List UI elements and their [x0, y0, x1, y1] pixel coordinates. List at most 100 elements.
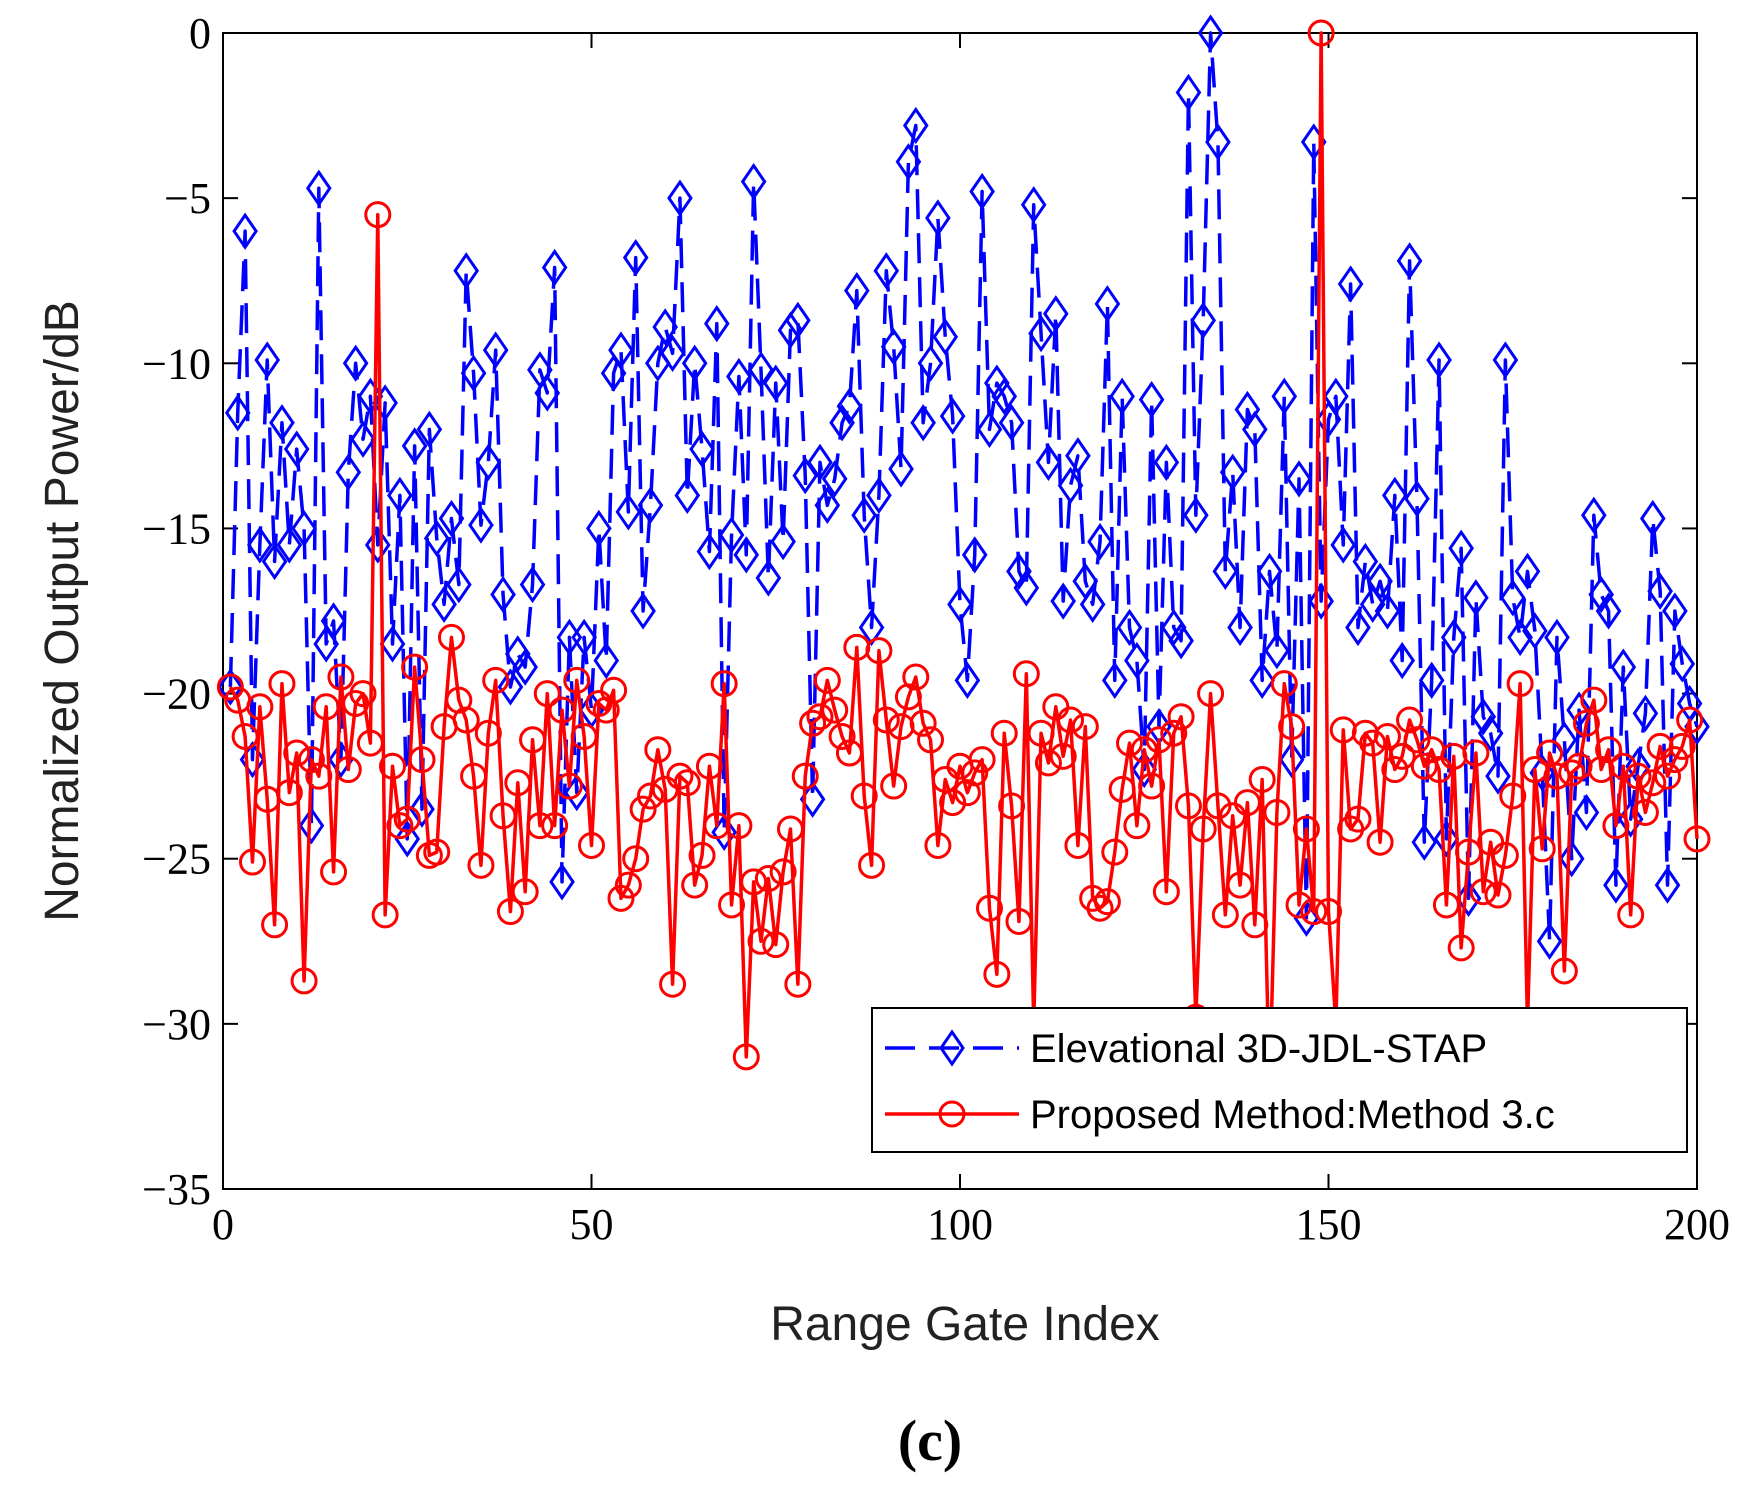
- circle-marker: [622, 845, 650, 873]
- circle-marker: [408, 746, 436, 774]
- diamond-marker: [910, 404, 936, 442]
- circle-marker: [636, 782, 664, 810]
- x-tick-label: 200: [1664, 1200, 1730, 1249]
- diamond-marker: [1138, 380, 1165, 419]
- circle-marker: [673, 769, 701, 797]
- diamond-marker: [387, 476, 413, 515]
- diamond-marker: [807, 443, 833, 482]
- diamond-marker: [689, 430, 715, 468]
- circle-marker: [1027, 719, 1055, 747]
- circle-marker: [1071, 713, 1099, 741]
- circle-marker: [548, 696, 576, 724]
- legend: Elevational 3D-JDL-STAP Proposed Method:M…: [871, 1007, 1688, 1153]
- diamond-marker: [1286, 460, 1312, 498]
- circle-marker: [327, 663, 355, 691]
- diamond-marker: [409, 790, 435, 828]
- circle-marker: [305, 762, 333, 790]
- circle-marker: [1506, 670, 1534, 698]
- diamond-marker: [1662, 592, 1688, 630]
- circle-marker: [1307, 19, 1335, 47]
- diamond-marker: [1050, 582, 1077, 620]
- circle-marker: [379, 752, 407, 780]
- circle-marker: [1211, 901, 1239, 929]
- circle-marker: [961, 759, 989, 787]
- circle-marker: [1595, 736, 1623, 764]
- circle-marker: [983, 960, 1011, 988]
- circle-marker: [732, 1043, 760, 1071]
- diamond-marker: [1654, 866, 1681, 904]
- diamond-marker: [1389, 641, 1416, 680]
- circle-marker: [681, 871, 709, 899]
- y-tick-label: −20: [142, 670, 211, 719]
- diamond-marker: [1249, 661, 1275, 700]
- diamond-marker: [291, 509, 317, 548]
- circle-marker: [1167, 703, 1195, 731]
- circle-marker: [1580, 686, 1608, 714]
- legend-label: Proposed Method:Method 3.c: [1030, 1093, 1555, 1137]
- diamond-marker: [1433, 820, 1460, 858]
- diamond-marker: [1308, 582, 1334, 620]
- circle-marker: [1057, 706, 1085, 734]
- diamond-marker: [785, 301, 811, 339]
- circle-marker: [1624, 762, 1652, 790]
- circle-marker: [1609, 752, 1637, 780]
- legend-box: [871, 1007, 1688, 1153]
- circle-marker: [791, 762, 819, 790]
- circle-marker: [1403, 726, 1431, 754]
- circle-marker: [1145, 726, 1173, 754]
- diamond-marker: [755, 559, 782, 597]
- diamond-marker: [283, 430, 310, 468]
- diamond-marker: [1367, 562, 1393, 600]
- y-tick-label: −10: [142, 339, 211, 388]
- diamond-marker: [902, 106, 929, 145]
- diamond-marker: [1190, 301, 1217, 339]
- circle-marker: [1012, 660, 1040, 688]
- circle-marker: [246, 693, 274, 721]
- diamond-marker: [1028, 314, 1054, 353]
- diamond-marker: [939, 1029, 965, 1067]
- diamond-marker: [652, 308, 679, 346]
- circle-marker: [1174, 792, 1202, 820]
- diamond-marker: [1669, 645, 1696, 683]
- diamond-marker: [866, 476, 892, 515]
- circle-marker: [1285, 891, 1313, 919]
- diamond-marker: [512, 648, 538, 686]
- diamond-marker: [1271, 377, 1298, 415]
- circle-marker: [629, 795, 657, 823]
- diamond-marker: [1595, 592, 1622, 630]
- diamond-marker: [1183, 496, 1209, 534]
- diamond-marker: [1197, 14, 1224, 52]
- circle-marker: [1373, 723, 1401, 751]
- circle-marker: [1160, 719, 1188, 747]
- circle-marker: [939, 789, 967, 817]
- diamond-marker: [254, 341, 281, 379]
- circle-marker: [1278, 713, 1306, 741]
- circle-marker: [1491, 841, 1519, 869]
- diamond-marker: [976, 410, 1003, 448]
- circle-marker: [1388, 742, 1416, 770]
- diamond-marker: [342, 344, 369, 382]
- circle-marker: [659, 970, 687, 998]
- diamond-marker: [895, 143, 922, 181]
- series: [217, 14, 1710, 960]
- circle-marker: [784, 970, 812, 998]
- circle-marker: [231, 723, 259, 751]
- circle-marker: [990, 719, 1018, 747]
- circle-marker: [238, 848, 266, 876]
- diamond-marker: [1426, 341, 1452, 379]
- circle-marker: [1300, 898, 1328, 926]
- diamond-marker: [777, 311, 804, 349]
- diamond-marker: [1632, 694, 1659, 733]
- diamond-marker: [364, 526, 391, 564]
- diamond-marker: [372, 384, 398, 422]
- circle-marker: [504, 769, 532, 797]
- x-tick-label: 0: [212, 1200, 234, 1249]
- series: [216, 19, 1711, 1104]
- diamond-marker: [1065, 437, 1091, 475]
- diamond-marker: [1337, 265, 1364, 303]
- circle-marker: [1248, 765, 1276, 793]
- diamond-marker: [961, 536, 988, 574]
- diamond-marker: [1477, 714, 1504, 752]
- circle-marker: [489, 802, 517, 830]
